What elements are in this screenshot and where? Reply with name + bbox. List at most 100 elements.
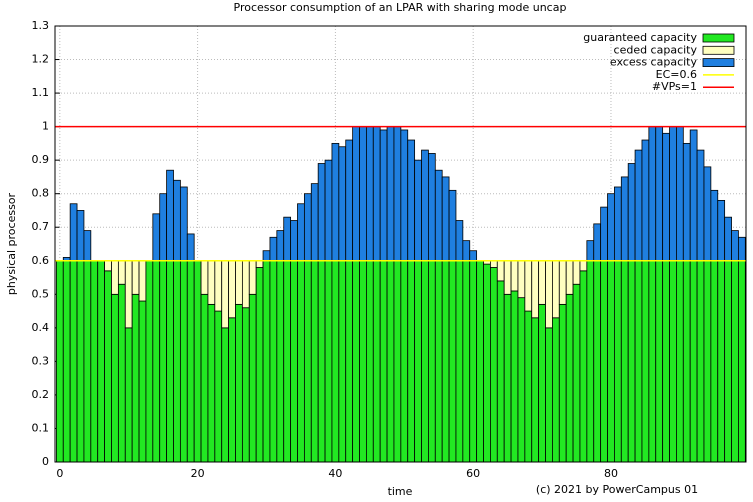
y-tick-label: 0.7 [32,220,50,233]
bar-segment [545,327,553,463]
bar-segment [235,303,243,463]
bar-segment [372,126,381,262]
y-tick-label: 0.1 [32,421,50,434]
bar-segment [593,223,602,262]
bar-segment [124,260,133,329]
bar-segment [503,260,512,295]
bar-segment [186,233,195,262]
bar-segment [262,250,271,262]
bar-segment [166,169,174,262]
bar-segment [524,260,533,312]
bar-segment [448,189,457,262]
bar-segment [572,260,581,285]
bar-segment [145,260,154,463]
bar-segment [428,153,436,262]
bar-segment [179,186,188,262]
bar-segment [76,260,85,463]
bar-segment [241,307,250,463]
bar-segment [531,317,540,463]
y-tick-label: 1 [42,120,49,133]
bar-segment [558,260,567,305]
x-tick-label: 60 [466,467,480,480]
legend-label: EC=0.6 [656,68,697,81]
bar-segment [510,260,519,292]
bar-segment [124,327,133,463]
bar-segment [717,260,726,463]
footer: (c) 2021 by PowerCampus 01 [536,483,698,496]
bar-segment [731,230,739,262]
bar-segment [414,260,422,463]
bar-segment [627,260,636,463]
bar-segment [221,327,230,463]
bar-segment [620,260,629,463]
x-tick-label: 0 [56,467,63,480]
bar-segment [310,183,319,262]
bar-segment [552,317,560,463]
bar-segment [200,293,209,463]
bar-segment [283,260,292,463]
y-tick-label: 0.2 [32,388,50,401]
bar-segment [682,260,691,463]
bar-segment [607,193,615,262]
bar-segment [83,230,92,262]
y-tick-label: 1.1 [32,86,50,99]
bar-segment [193,260,202,463]
bar-segment [310,260,319,463]
y-tick-label: 1.2 [32,53,50,66]
bar-segment [607,260,615,463]
bar-segment [152,213,161,262]
bar-segment [345,260,354,463]
bar-segment [627,163,636,262]
bar-segment [159,260,168,463]
bar-segment [297,203,305,262]
bar-segment [434,169,443,262]
bar-segment [290,260,298,463]
bar-segment [503,293,512,463]
bar-segment [517,297,526,463]
bar-segment [111,260,119,295]
bar-segment [104,260,112,272]
bar-segment [538,260,546,305]
plot-frame [54,25,747,463]
bar-segment [648,260,657,463]
y-tick-label: 0 [42,455,49,468]
x-axis-label: time [388,485,413,498]
bar-segment [496,280,505,463]
bar-segment [689,129,698,262]
bar-segment [476,260,484,463]
y-tick-label: 0.3 [32,354,50,367]
bar-segment [76,210,85,262]
bar-segment [324,159,333,262]
bar-segment [83,260,92,463]
bar-segment [117,283,126,463]
bar-segment [228,260,236,319]
bar-segment [724,260,732,463]
bar-segment [469,250,478,262]
bar-segment [710,189,719,262]
y-tick-label: 0.8 [32,187,50,200]
bar-segment [724,216,732,262]
bar-segment [538,303,546,463]
bar-segment [586,260,595,463]
bar-segment [338,146,347,262]
bar-segment [276,260,285,463]
bar-segment [200,260,209,295]
bar-segment [455,260,464,463]
bar-segment [365,260,374,463]
bar-segment [469,260,478,463]
bar-segment [207,303,216,463]
bar-segment [235,260,243,305]
bar-segment [138,300,147,463]
legend-swatch [702,45,735,55]
bar-segment [131,293,140,463]
bar-segment [179,260,188,463]
bar-segment [483,263,491,463]
bar-segment [496,260,505,282]
bar-segment [248,260,257,295]
bar-segment [69,203,78,262]
bar-segment [676,260,684,463]
bar-segment [655,126,664,262]
bar-segment [338,260,347,463]
y-tick-label: 0.6 [32,254,50,267]
bar-segment [703,260,712,463]
